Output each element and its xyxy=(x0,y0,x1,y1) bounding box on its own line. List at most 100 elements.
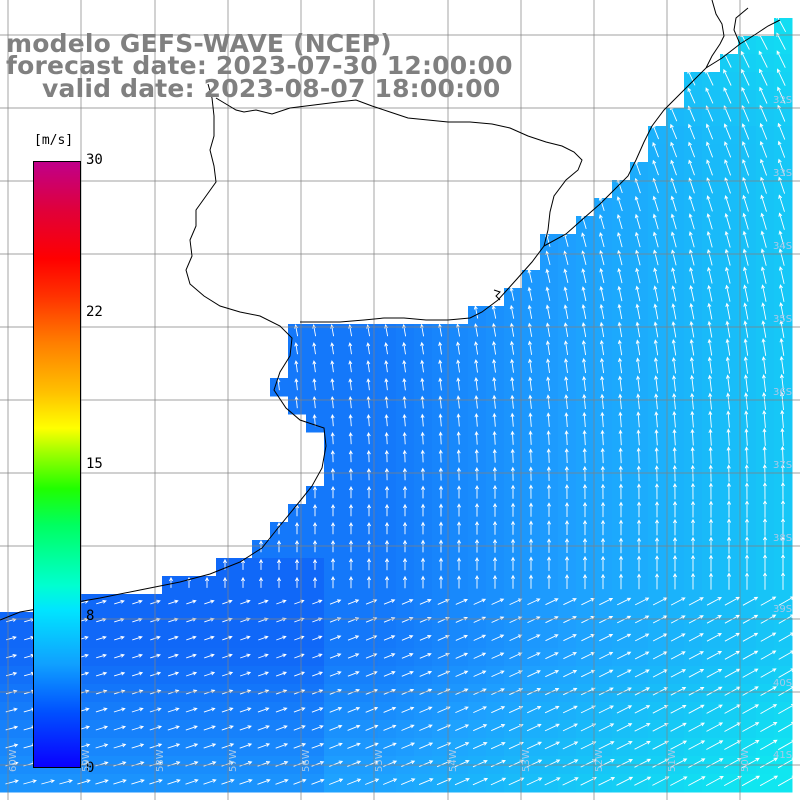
wind-arrow xyxy=(691,500,695,518)
wind-arrow xyxy=(690,428,695,446)
wind-arrow xyxy=(331,504,335,517)
wind-arrow xyxy=(635,249,641,266)
wind-arrow xyxy=(601,555,605,572)
wind-arrow xyxy=(420,467,425,481)
wind-arrow xyxy=(329,760,344,767)
wind-arrow xyxy=(275,707,288,713)
wind-arrow xyxy=(511,502,515,517)
wind-arrow xyxy=(635,267,641,284)
wind-arrow xyxy=(222,635,233,641)
wind-arrow xyxy=(546,394,551,409)
wind-arrow xyxy=(634,633,650,642)
wind-arrow xyxy=(599,339,605,356)
lon-label: 58W xyxy=(155,749,166,772)
wind-arrow xyxy=(546,376,551,391)
wind-arrow xyxy=(491,706,506,714)
wind-arrow xyxy=(689,267,695,284)
wind-arrow xyxy=(439,503,443,517)
wind-arrow xyxy=(745,554,749,572)
wind-arrow xyxy=(653,249,659,266)
wind-arrow xyxy=(760,722,778,732)
wind-arrow xyxy=(475,575,479,589)
wind-arrow xyxy=(673,500,677,518)
wind-arrow xyxy=(313,558,317,570)
wind-arrow xyxy=(293,725,306,731)
wind-arrow xyxy=(510,412,515,427)
wind-arrow xyxy=(777,122,786,140)
wind-arrow xyxy=(707,266,713,284)
wind-arrow xyxy=(366,342,371,355)
wind-arrow xyxy=(277,558,281,570)
wind-arrow xyxy=(777,86,786,104)
wind-arrow xyxy=(687,87,696,104)
wind-arrow xyxy=(457,503,461,517)
wind-arrow xyxy=(760,176,767,194)
wind-arrow xyxy=(329,635,342,641)
wind-arrow xyxy=(762,427,767,446)
wind-arrow xyxy=(204,653,215,659)
wind-arrow xyxy=(760,650,777,660)
wind-arrow xyxy=(365,706,379,713)
wind-arrow xyxy=(688,686,705,696)
wind-arrow xyxy=(529,502,533,517)
wind-arrow xyxy=(347,653,360,659)
wind-arrow xyxy=(203,743,217,749)
wind-arrow xyxy=(493,502,497,517)
wind-arrow xyxy=(168,653,179,659)
wind-arrow xyxy=(724,668,741,678)
wind-arrow xyxy=(473,652,487,659)
wind-arrow xyxy=(690,464,695,482)
lon-label: 50W xyxy=(740,749,751,772)
wind-arrow xyxy=(654,483,659,500)
wind-arrow xyxy=(742,704,760,714)
wind-arrow xyxy=(690,482,695,500)
wind-arrow xyxy=(365,671,378,677)
wind-arrow xyxy=(564,555,570,571)
wind-arrow xyxy=(725,266,731,284)
wind-arrow xyxy=(760,194,767,212)
wind-arrow xyxy=(742,632,759,642)
wind-arrow xyxy=(544,705,560,714)
colorbar-tick-22: 22 xyxy=(86,304,103,320)
wind-arrow xyxy=(455,598,469,605)
wind-arrow xyxy=(401,760,416,768)
wind-arrow xyxy=(257,778,271,785)
wind-arrow xyxy=(401,670,414,677)
wind-arrow xyxy=(347,778,362,785)
wind-arrow xyxy=(706,704,723,714)
wind-arrow xyxy=(95,779,109,785)
wind-arrow xyxy=(493,574,497,589)
wind-arrow xyxy=(689,338,695,356)
wind-arrow xyxy=(725,284,731,302)
wind-arrow xyxy=(511,520,515,535)
wind-arrow xyxy=(420,377,425,391)
wind-arrow xyxy=(617,249,623,266)
wind-arrow xyxy=(652,231,659,248)
wind-arrow xyxy=(294,653,305,659)
lon-label: 60W xyxy=(8,749,19,772)
wind-arrow xyxy=(384,378,389,391)
model-title: modelo GEFS-WAVE (NCEP) xyxy=(6,29,392,58)
wind-arrow xyxy=(670,213,677,230)
wind-arrow xyxy=(654,411,659,428)
wind-arrow xyxy=(132,653,143,659)
wind-arrow xyxy=(275,671,288,677)
wind-arrow xyxy=(759,122,768,140)
wind-arrow xyxy=(420,485,426,499)
wind-arrow xyxy=(185,707,198,713)
wind-arrow xyxy=(742,248,749,266)
wind-arrow xyxy=(347,724,361,731)
wind-arrow xyxy=(529,574,533,589)
wind-arrow xyxy=(384,449,389,463)
wind-arrow xyxy=(688,722,705,732)
wind-arrow xyxy=(781,517,785,536)
wind-arrow xyxy=(438,377,443,391)
wind-arrow xyxy=(492,466,497,481)
wind-arrow xyxy=(582,375,587,392)
wind-arrow xyxy=(419,652,432,659)
wind-arrow xyxy=(598,214,605,230)
wind-arrow xyxy=(402,413,407,427)
wind-arrow xyxy=(690,374,694,392)
colorbar-tick-30: 30 xyxy=(86,152,103,168)
wind-arrow xyxy=(509,598,523,606)
